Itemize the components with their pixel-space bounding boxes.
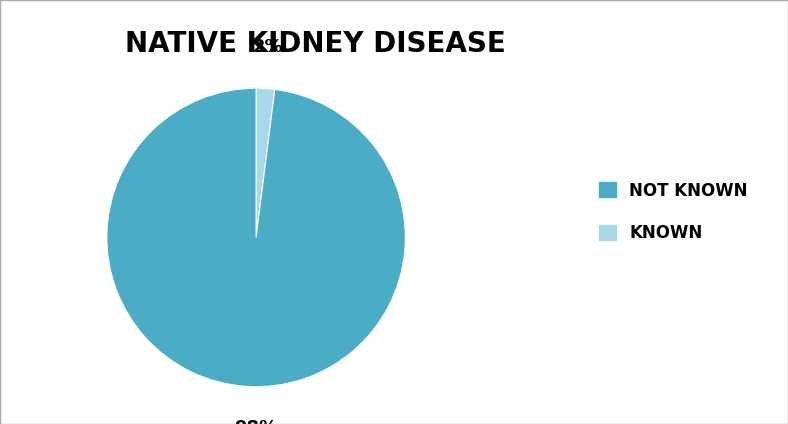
Text: 98%: 98% bbox=[234, 419, 277, 424]
Text: 2%: 2% bbox=[253, 38, 284, 56]
Legend: NOT KNOWN, KNOWN: NOT KNOWN, KNOWN bbox=[591, 173, 756, 251]
Wedge shape bbox=[256, 88, 275, 237]
Text: NATIVE KIDNEY DISEASE: NATIVE KIDNEY DISEASE bbox=[125, 30, 506, 58]
Wedge shape bbox=[107, 88, 405, 387]
